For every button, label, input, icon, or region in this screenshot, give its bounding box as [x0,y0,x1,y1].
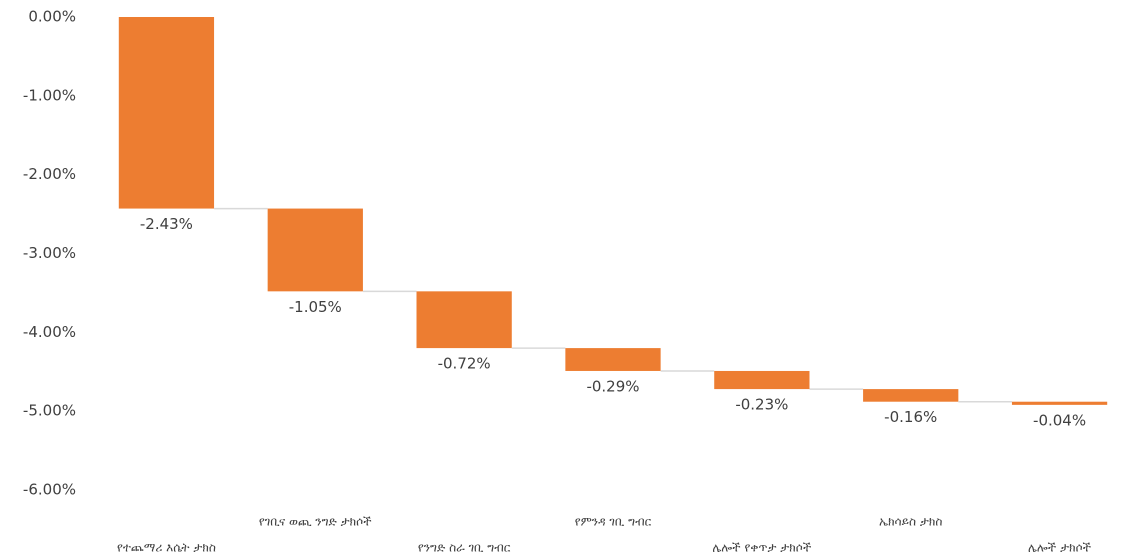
value-label: -1.05% [289,298,342,316]
bar [416,291,512,349]
x-tick-label: የምንዳ ገቢ ግብር [575,515,652,529]
value-label: -0.72% [438,355,491,373]
y-tick-label: -6.00% [23,481,76,499]
value-label: -0.29% [586,377,639,395]
y-tick-label: -2.00% [23,165,76,183]
y-tick-label: -3.00% [23,244,76,262]
y-tick-label: 0.00% [28,8,76,26]
x-tick-label: ሌሎች የቀጥታ ታክሶች [712,541,811,555]
x-tick-label: የገቢና ወጪ ንግድ ታክሶች [259,515,372,529]
y-tick-label: -4.00% [23,323,76,341]
y-tick-label: -5.00% [23,402,76,420]
value-label: -2.43% [140,215,193,233]
bar [118,17,215,209]
x-tick-label: የንግድ ስራ ገቢ ግብር [418,541,511,555]
x-tick-label: ኤክሳይስ ታክስ [879,515,942,529]
value-label: -0.23% [735,396,788,414]
bar [714,370,810,390]
x-tick-label: ሌሎች ታክሶች [1028,541,1092,555]
bar [1011,401,1108,405]
value-label: -0.16% [884,408,937,426]
bar [267,208,363,292]
x-tick-label: የተጨማሪ እሴት ታክስ [117,541,216,555]
value-label: -0.04% [1033,411,1086,429]
bar [863,389,959,402]
y-tick-label: -1.00% [23,86,76,104]
bar [565,348,661,371]
